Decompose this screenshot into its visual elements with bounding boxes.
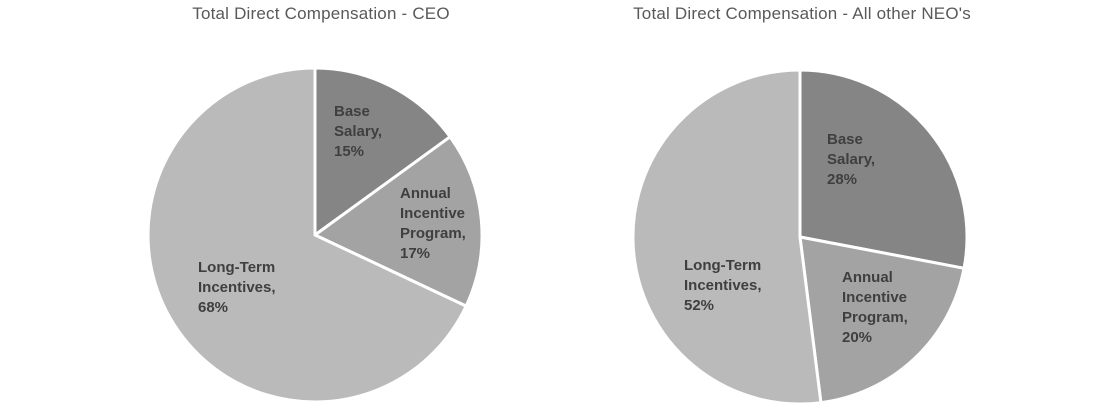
chart-title-other-neos: Total Direct Compensation - All other NE… xyxy=(633,4,971,23)
pie-slice-long-term-incentives xyxy=(631,68,823,406)
slice-label-base-salary: Base Salary, 15% xyxy=(334,103,383,160)
pie-chart-ceo xyxy=(146,66,484,404)
slice-label-annual-incentive-program: Annual Incentive Program, 20% xyxy=(842,269,908,346)
pie-slice-long-term-incentives xyxy=(146,66,468,404)
slice-label-long-term-incentives: Long-Term Incentives, 52% xyxy=(684,257,762,314)
slice-label-annual-incentive-program: Annual Incentive Program, 17% xyxy=(400,185,466,262)
pie-slice-annual-incentive-program xyxy=(313,135,484,308)
slice-label-long-term-incentives: Long-Term Incentives, 68% xyxy=(198,259,276,316)
pie-chart-other-neos xyxy=(631,68,969,406)
pie-slice-base-salary xyxy=(313,66,452,237)
chart-title-ceo: Total Direct Compensation - CEO xyxy=(192,4,450,23)
slice-label-base-salary: Base Salary, 28% xyxy=(827,131,876,188)
pie-slice-annual-incentive-program xyxy=(798,235,966,405)
pie-slice-base-salary xyxy=(798,68,969,270)
